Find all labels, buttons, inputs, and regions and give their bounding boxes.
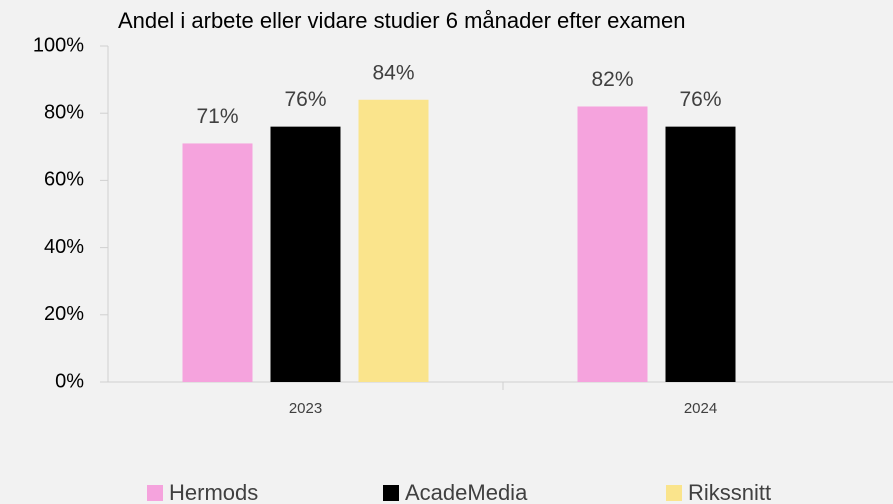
y-tick-label: 20% (44, 303, 84, 325)
legend-label: Rikssnitt (688, 480, 771, 504)
legend-swatch (666, 485, 682, 501)
y-tick-label: 100% (33, 34, 84, 56)
legend-swatch (383, 485, 399, 501)
x-tick-label: 2024 (684, 400, 717, 417)
data-label: 76% (679, 88, 721, 111)
legend-swatch (147, 485, 163, 501)
y-tick-label: 0% (55, 370, 84, 392)
bar (358, 99, 429, 382)
chart-title: Andel i arbete eller vidare studier 6 må… (118, 8, 685, 33)
y-tick-label: 80% (44, 101, 84, 123)
bar (182, 143, 253, 382)
x-tick-label: 2023 (289, 400, 322, 417)
data-label: 76% (284, 88, 326, 111)
legend-label: AcadeMedia (405, 480, 528, 504)
bar (577, 106, 648, 382)
data-label: 82% (591, 68, 633, 91)
data-label: 71% (196, 105, 238, 128)
y-tick-label: 40% (44, 236, 84, 258)
legend-label: Hermods (169, 480, 258, 504)
data-label: 84% (372, 61, 414, 84)
y-tick-label: 60% (44, 169, 84, 191)
bar (665, 126, 736, 382)
bar (270, 126, 341, 382)
